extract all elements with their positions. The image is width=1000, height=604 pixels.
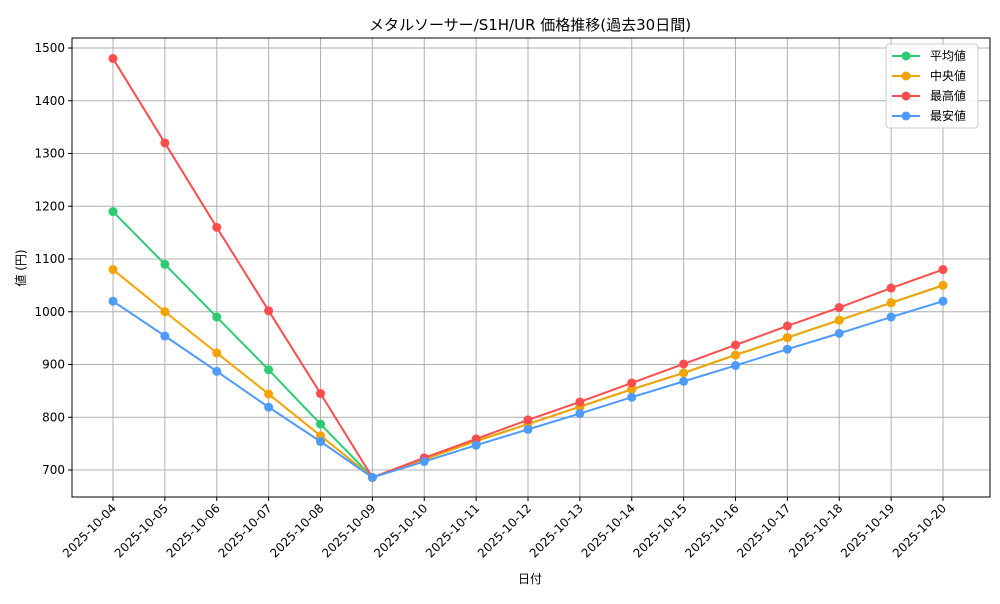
data-point (731, 361, 740, 371)
data-point (938, 280, 948, 290)
data-point (212, 312, 222, 322)
y-axis-label: 値 (円) (13, 249, 28, 286)
data-point (627, 392, 637, 402)
x-tick-label: 2025-10-14 (579, 501, 638, 560)
series-3 (108, 296, 948, 482)
legend-label: 中央値 (930, 68, 966, 83)
data-point (627, 384, 637, 394)
data-point (367, 472, 377, 482)
x-tick-label: 2025-10-16 (682, 501, 741, 560)
legend-swatch-marker (901, 51, 911, 61)
chart-title: メタルソーサー/S1H/UR 価格推移(過去30日間) (369, 16, 691, 34)
x-tick-label: 2025-10-09 (319, 501, 378, 560)
data-point (679, 376, 689, 386)
data-point (316, 389, 325, 399)
y-tick-label: 900 (42, 358, 65, 372)
data-point (108, 54, 118, 64)
data-point (834, 328, 844, 338)
y-tick-label: 800 (42, 410, 65, 424)
data-point (575, 397, 585, 407)
legend-swatch-marker (901, 71, 911, 81)
data-point (264, 365, 274, 375)
data-point (627, 378, 637, 388)
data-point (212, 348, 222, 358)
y-tick-label: 700 (42, 463, 65, 477)
data-point (575, 409, 585, 419)
legend-swatch-marker (901, 111, 911, 121)
data-point (834, 303, 844, 313)
data-point (731, 340, 740, 350)
data-point (212, 222, 222, 232)
data-point (264, 402, 274, 412)
data-point (886, 312, 896, 322)
data-point (419, 457, 429, 467)
x-tick-label: 2025-10-08 (267, 501, 326, 560)
y-tick-label: 1200 (34, 199, 65, 213)
x-tick-label: 2025-10-18 (786, 501, 845, 560)
data-point (834, 315, 844, 325)
data-point (731, 350, 740, 360)
x-axis: 2025-10-042025-10-052025-10-062025-10-07… (60, 497, 949, 560)
x-tick-label: 2025-10-20 (890, 501, 949, 560)
x-axis-label: 日付 (518, 572, 542, 586)
data-point (782, 344, 792, 354)
data-point (316, 437, 325, 447)
x-tick-label: 2025-10-05 (112, 501, 171, 560)
data-point (264, 389, 274, 399)
data-point (938, 265, 948, 275)
y-axis: 700 800 900 1000 1100 1200 1300 1400 1500 (34, 41, 72, 477)
data-point (316, 419, 325, 429)
data-point (108, 265, 118, 275)
data-point (886, 298, 896, 308)
x-tick-label: 2025-10-17 (734, 501, 793, 560)
x-tick-label: 2025-10-19 (838, 501, 897, 560)
y-tick-label: 1100 (34, 252, 65, 266)
data-point (108, 207, 118, 217)
plot-frame (71, 37, 991, 498)
x-tick-label: 2025-10-13 (527, 501, 586, 560)
legend-swatch-marker (901, 91, 911, 101)
x-tick-label: 2025-10-06 (164, 501, 223, 560)
legend-label: 平均値 (930, 48, 966, 63)
data-point (471, 440, 481, 450)
data-point (938, 296, 948, 306)
data-point (160, 138, 170, 148)
x-tick-label: 2025-10-11 (423, 501, 482, 560)
data-point (264, 306, 274, 316)
data-point (782, 333, 792, 343)
data-point (160, 331, 170, 341)
y-tick-label: 1000 (34, 305, 65, 319)
y-tick-label: 1500 (34, 41, 65, 55)
legend-label: 最高値 (930, 88, 966, 103)
data-point (160, 307, 170, 317)
data-point (160, 259, 170, 269)
x-tick-label: 2025-10-04 (60, 501, 119, 560)
legend-label: 最安値 (930, 108, 966, 123)
data-point (471, 434, 481, 444)
x-tick-label: 2025-10-15 (631, 501, 690, 560)
x-tick-label: 2025-10-07 (216, 501, 275, 560)
data-point (523, 415, 533, 425)
data-point (523, 424, 533, 434)
y-tick-label: 1400 (34, 94, 65, 108)
data-point (679, 368, 689, 378)
x-tick-label: 2025-10-12 (475, 501, 534, 560)
data-point (782, 321, 792, 331)
x-tick-label: 2025-10-10 (371, 501, 430, 560)
data-point (212, 366, 222, 376)
data-point (108, 296, 118, 306)
series-group (108, 54, 948, 482)
data-point (679, 359, 689, 369)
data-point (886, 283, 896, 293)
y-tick-label: 1300 (34, 147, 65, 161)
